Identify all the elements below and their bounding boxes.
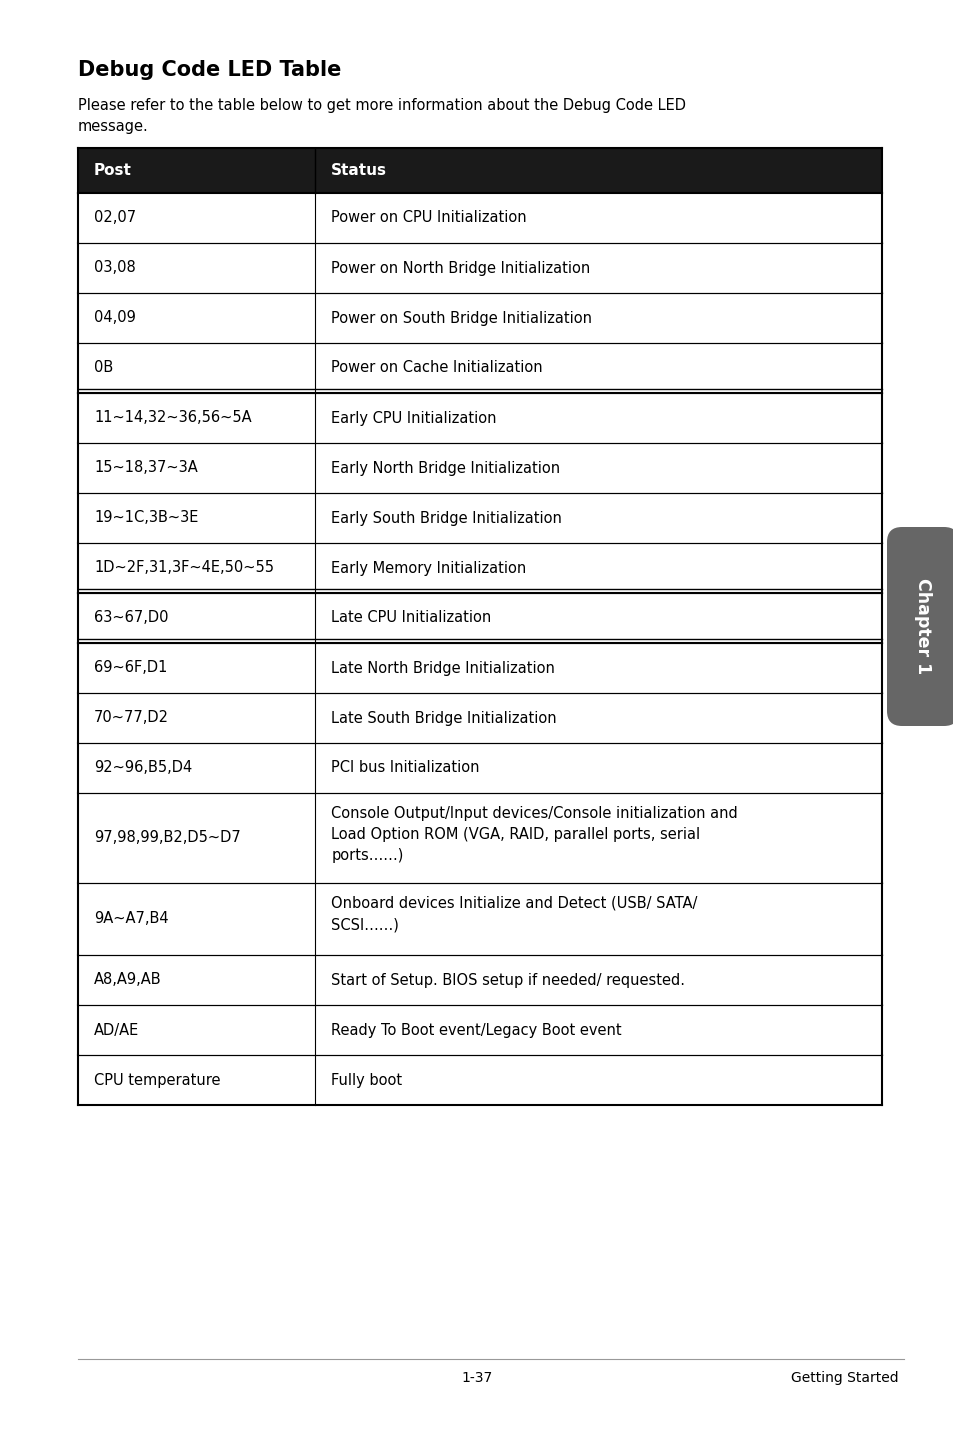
Text: Early CPU Initialization: Early CPU Initialization xyxy=(331,411,497,425)
Bar xyxy=(78,543,882,593)
Text: Onboard devices Initialize and Detect (USB/ SATA/
SCSI……): Onboard devices Initialize and Detect (U… xyxy=(331,896,697,932)
Text: Chapter 1: Chapter 1 xyxy=(913,579,931,674)
Text: Post: Post xyxy=(94,163,132,178)
Text: Power on North Bridge Initialization: Power on North Bridge Initialization xyxy=(331,261,590,275)
Text: Early North Bridge Initialization: Early North Bridge Initialization xyxy=(331,461,559,475)
Text: CPU temperature: CPU temperature xyxy=(94,1073,220,1087)
Bar xyxy=(78,884,882,955)
Text: Console Output/Input devices/Console initialization and
Load Option ROM (VGA, RA: Console Output/Input devices/Console ini… xyxy=(331,806,738,863)
Text: Ready To Boot event/Legacy Boot event: Ready To Boot event/Legacy Boot event xyxy=(331,1022,621,1038)
FancyBboxPatch shape xyxy=(886,527,953,726)
Bar xyxy=(78,643,882,693)
Bar xyxy=(78,392,882,442)
Bar xyxy=(78,294,882,344)
Text: 97,98,99,B2,D5~D7: 97,98,99,B2,D5~D7 xyxy=(94,831,240,845)
Text: 69~6F,D1: 69~6F,D1 xyxy=(94,660,167,676)
Text: 1D~2F,31,3F~4E,50~55: 1D~2F,31,3F~4E,50~55 xyxy=(94,560,274,576)
Bar xyxy=(78,1005,882,1055)
Bar xyxy=(78,344,882,392)
Text: Power on Cache Initialization: Power on Cache Initialization xyxy=(331,361,542,375)
Text: Getting Started: Getting Started xyxy=(791,1370,898,1385)
Text: 63~67,D0: 63~67,D0 xyxy=(94,610,169,626)
Text: 9A~A7,B4: 9A~A7,B4 xyxy=(94,912,169,927)
Text: 0B: 0B xyxy=(94,361,113,375)
Text: Early Memory Initialization: Early Memory Initialization xyxy=(331,560,526,576)
Bar xyxy=(78,442,882,493)
Bar xyxy=(78,955,882,1005)
Text: 15~18,37~3A: 15~18,37~3A xyxy=(94,461,197,475)
Text: 02,07: 02,07 xyxy=(94,211,136,225)
Text: 92~96,B5,D4: 92~96,B5,D4 xyxy=(94,760,193,776)
Bar xyxy=(78,193,882,243)
Text: 19~1C,3B~3E: 19~1C,3B~3E xyxy=(94,510,198,526)
Text: 70~77,D2: 70~77,D2 xyxy=(94,710,169,726)
Text: Late South Bridge Initialization: Late South Bridge Initialization xyxy=(331,710,557,726)
Text: Fully boot: Fully boot xyxy=(331,1073,402,1087)
Text: PCI bus Initialization: PCI bus Initialization xyxy=(331,760,479,776)
Text: Please refer to the table below to get more information about the Debug Code LED: Please refer to the table below to get m… xyxy=(78,97,685,135)
Text: AD/AE: AD/AE xyxy=(94,1022,139,1038)
Bar xyxy=(78,1055,882,1106)
Bar xyxy=(78,147,882,193)
Text: Debug Code LED Table: Debug Code LED Table xyxy=(78,60,341,80)
Text: Late CPU Initialization: Late CPU Initialization xyxy=(331,610,491,626)
Bar xyxy=(78,793,882,884)
Text: Start of Setup. BIOS setup if needed/ requested.: Start of Setup. BIOS setup if needed/ re… xyxy=(331,972,684,988)
Bar xyxy=(78,593,882,643)
Text: Status: Status xyxy=(331,163,387,178)
Text: 11~14,32~36,56~5A: 11~14,32~36,56~5A xyxy=(94,411,252,425)
Text: 04,09: 04,09 xyxy=(94,311,135,325)
Bar xyxy=(78,693,882,743)
Text: Early South Bridge Initialization: Early South Bridge Initialization xyxy=(331,510,561,526)
Text: 1-37: 1-37 xyxy=(461,1370,492,1385)
Text: Power on CPU Initialization: Power on CPU Initialization xyxy=(331,211,526,225)
Bar xyxy=(78,743,882,793)
Text: A8,A9,AB: A8,A9,AB xyxy=(94,972,161,988)
Text: Power on South Bridge Initialization: Power on South Bridge Initialization xyxy=(331,311,592,325)
Text: Late North Bridge Initialization: Late North Bridge Initialization xyxy=(331,660,555,676)
Text: 03,08: 03,08 xyxy=(94,261,135,275)
Bar xyxy=(78,243,882,294)
Bar xyxy=(78,493,882,543)
